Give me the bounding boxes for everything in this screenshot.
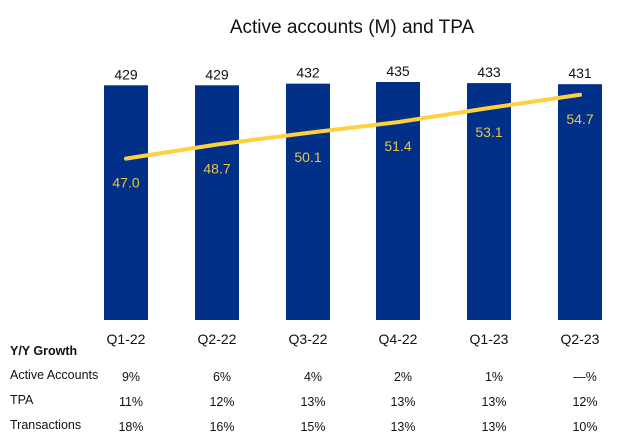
line-label: 51.4 — [384, 138, 411, 154]
table-row-label: Transactions — [10, 418, 82, 432]
table-cell: 13% — [390, 420, 416, 434]
line-label: 47.0 — [112, 175, 139, 191]
table-cell: 13% — [390, 395, 416, 409]
table-row-label: TPA — [10, 393, 34, 407]
bar — [558, 84, 602, 320]
bar-label: 433 — [477, 64, 501, 80]
table-cell: 12% — [572, 395, 598, 409]
x-tick-label: Q3-22 — [288, 331, 328, 347]
bar-label: 431 — [568, 65, 592, 81]
table-cell: 13% — [481, 395, 507, 409]
bar — [467, 83, 511, 320]
x-tick-label: Q2-23 — [560, 331, 600, 347]
chart-title: Active accounts (M) and TPA — [229, 17, 475, 38]
line-label: 53.1 — [475, 124, 502, 140]
line-label: 54.7 — [566, 111, 593, 127]
bar — [104, 85, 148, 320]
bar-label: 432 — [296, 65, 320, 81]
table-cell: 9% — [121, 370, 141, 384]
table-cell: 12% — [209, 395, 235, 409]
bar — [376, 82, 420, 320]
bar-label: 435 — [386, 63, 410, 79]
table-header: Y/Y Growth — [10, 344, 78, 358]
table-cell: 13% — [481, 420, 507, 434]
table-cell: 16% — [209, 420, 235, 434]
table-row-label: Active Accounts — [10, 368, 99, 382]
line-label: 50.1 — [294, 149, 321, 165]
x-tick-label: Q2-22 — [197, 331, 237, 347]
table-cell: 2% — [393, 370, 413, 384]
bar — [195, 85, 239, 320]
bar-label: 429 — [205, 66, 229, 82]
x-tick-label: Q1-23 — [469, 331, 509, 347]
tpa-line — [124, 92, 582, 161]
table-cell: 10% — [572, 420, 598, 434]
table-cell: 1% — [484, 370, 504, 384]
x-tick-label: Q4-22 — [378, 331, 418, 347]
table-cell: —% — [573, 370, 597, 384]
table-cell: 13% — [300, 395, 326, 409]
table-cell: 15% — [300, 420, 326, 434]
table-cell: 18% — [118, 420, 144, 434]
bar-label: 429 — [114, 66, 138, 82]
line-label: 48.7 — [203, 161, 230, 177]
table-cell: 6% — [212, 370, 232, 384]
x-tick-label: Q1-22 — [106, 331, 146, 347]
table-cell: 4% — [303, 370, 323, 384]
table-cell: 11% — [118, 395, 144, 409]
bar — [286, 83, 330, 320]
